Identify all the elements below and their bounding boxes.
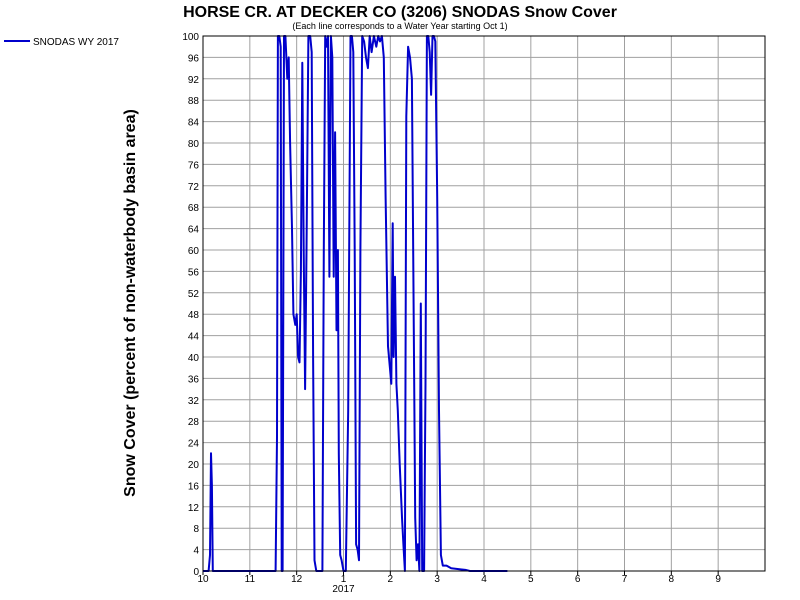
y-tick-label: 92 xyxy=(188,75,200,86)
y-tick-label: 80 xyxy=(188,139,200,150)
x-tick-label: 9 xyxy=(715,574,721,585)
legend: SNODAS WY 2017 xyxy=(4,37,119,48)
y-tick-label: 12 xyxy=(188,503,200,514)
y-tick-label: 100 xyxy=(182,32,199,43)
y-tick-label: 28 xyxy=(188,417,200,428)
y-tick-label: 16 xyxy=(188,481,200,492)
legend-label: SNODAS WY 2017 xyxy=(33,37,119,48)
x-tick-label: 12 xyxy=(291,574,303,585)
y-tick-label: 36 xyxy=(188,374,200,385)
y-tick-label: 32 xyxy=(188,396,200,407)
x-tick-label: 2 xyxy=(388,574,394,585)
y-tick-label: 68 xyxy=(188,203,200,214)
y-tick-label: 76 xyxy=(188,160,200,171)
y-tick-label: 0 xyxy=(193,567,199,578)
x-tick-label: 8 xyxy=(669,574,675,585)
y-axis-label: Snow Cover (percent of non-waterbody bas… xyxy=(122,109,139,497)
chart-title: HORSE CR. AT DECKER CO (3206) SNODAS Sno… xyxy=(183,4,617,21)
x-tick-label: 5 xyxy=(528,574,534,585)
y-tick-label: 72 xyxy=(188,182,200,193)
plot-frame xyxy=(202,35,766,572)
x-tick-label: 4 xyxy=(481,574,487,585)
y-tick-label: 24 xyxy=(188,439,200,450)
y-tick-label: 56 xyxy=(188,267,200,278)
y-tick-label: 4 xyxy=(193,546,199,557)
x-tick-label: 10 xyxy=(197,574,209,585)
y-axis-ticks: 0481216202428323640444852566064687276808… xyxy=(182,32,199,578)
y-tick-label: 96 xyxy=(188,53,200,64)
y-tick-label: 48 xyxy=(188,310,200,321)
y-tick-label: 52 xyxy=(188,289,200,300)
x-tick-label: 6 xyxy=(575,574,581,585)
y-tick-label: 8 xyxy=(193,524,199,535)
y-tick-label: 44 xyxy=(188,332,200,343)
y-tick-label: 64 xyxy=(188,225,200,236)
y-tick-label: 40 xyxy=(188,353,200,364)
y-tick-label: 60 xyxy=(188,246,200,257)
chart-subtitle: (Each line corresponds to a Water Year s… xyxy=(292,21,507,31)
x-year-label: 2017 xyxy=(332,584,355,595)
x-tick-label: 11 xyxy=(245,574,256,585)
y-tick-label: 20 xyxy=(188,460,200,471)
x-tick-label: 1 xyxy=(341,574,347,585)
x-tick-label: 3 xyxy=(434,574,440,585)
y-tick-label: 84 xyxy=(188,118,200,129)
y-tick-label: 88 xyxy=(188,96,200,107)
x-tick-label: 7 xyxy=(622,574,628,585)
